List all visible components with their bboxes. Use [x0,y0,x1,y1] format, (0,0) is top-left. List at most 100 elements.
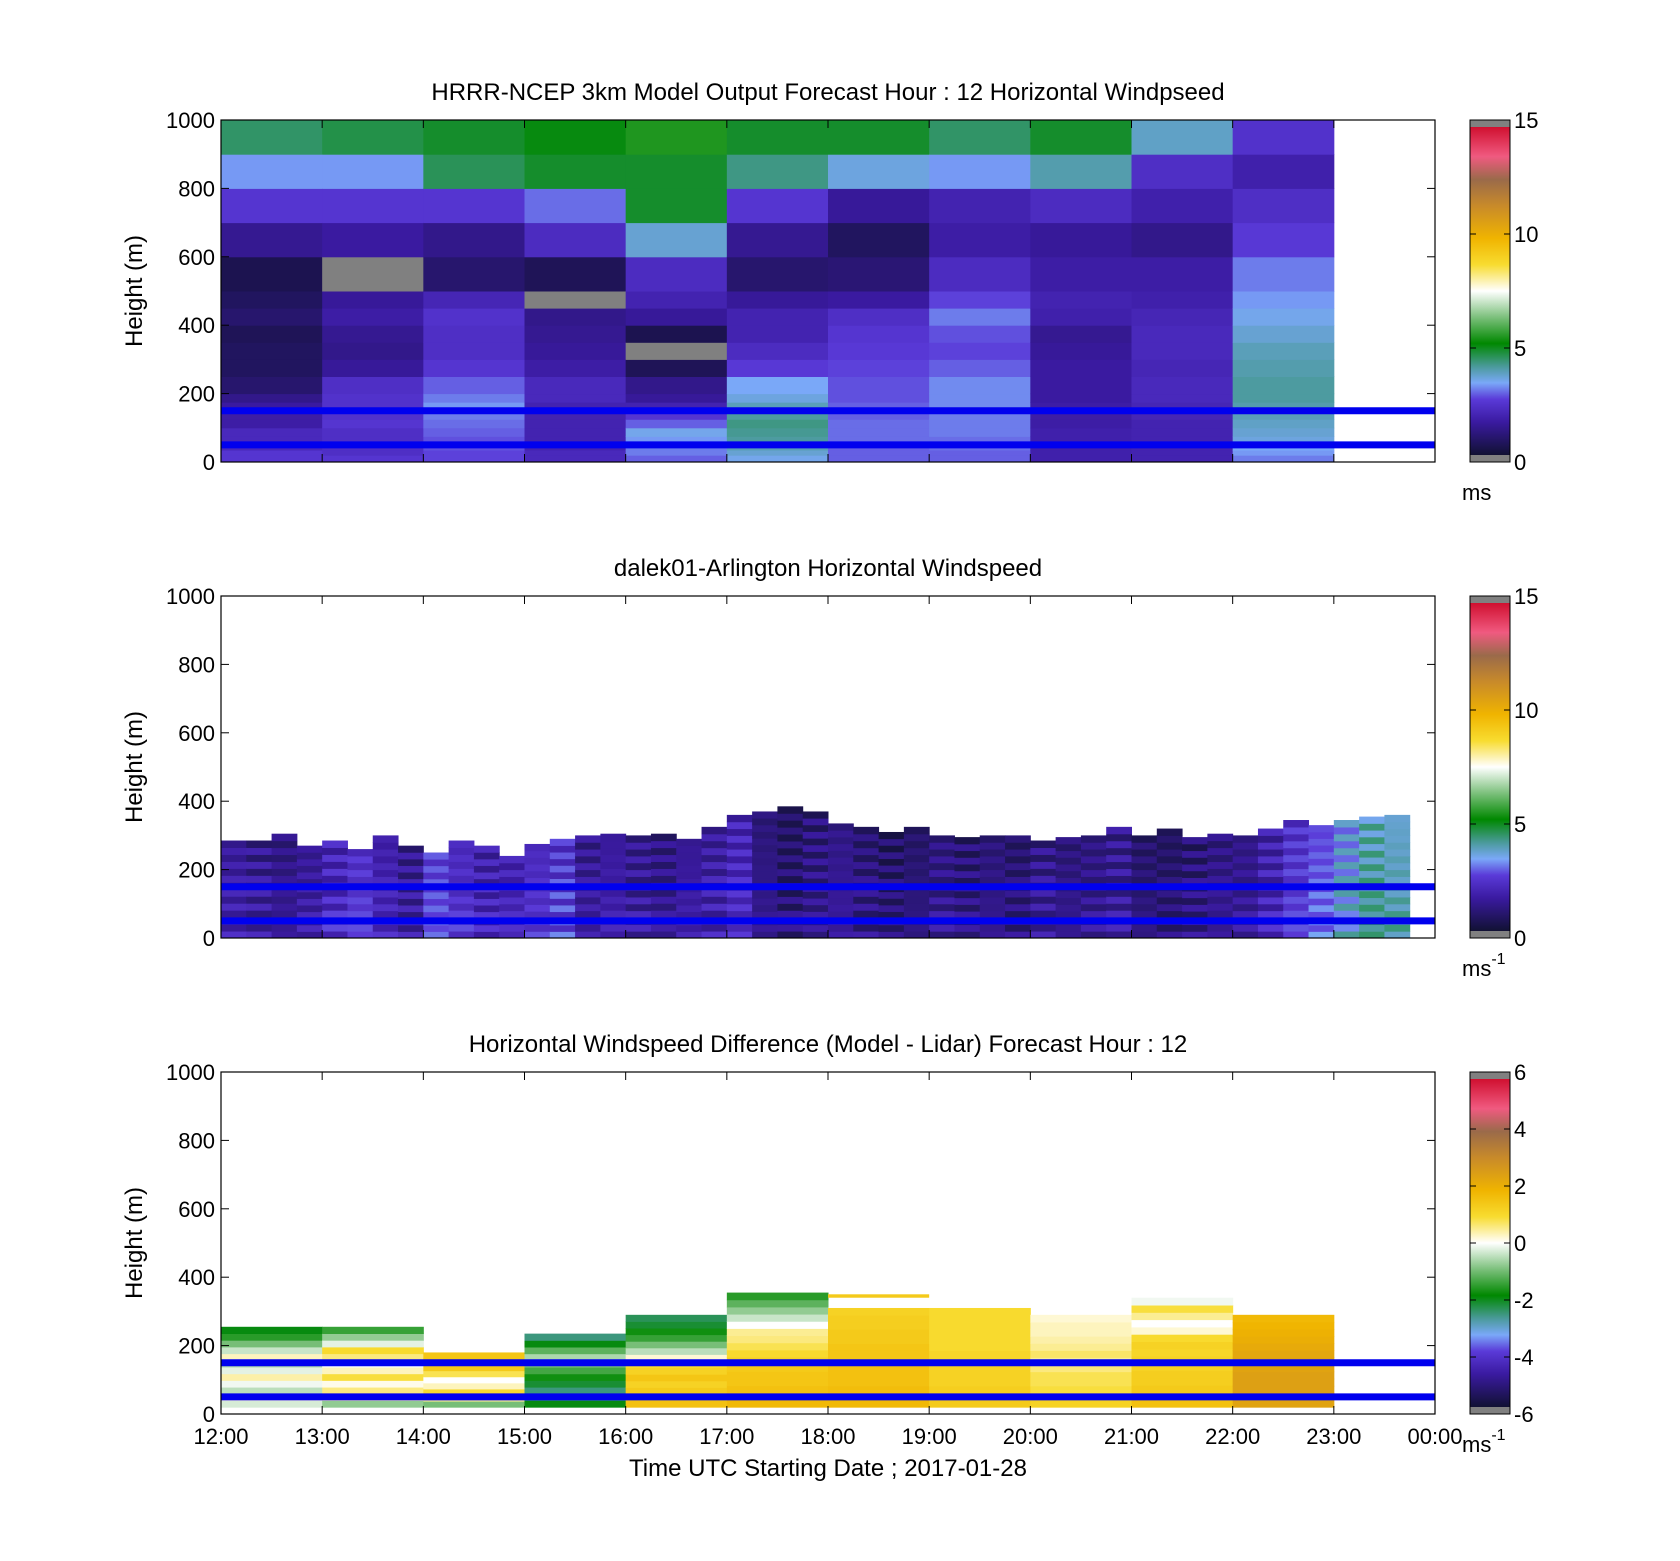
heatmap-cell [726,402,829,412]
heatmap-cell [676,931,703,939]
heatmap-cell [524,450,627,456]
heatmap-cell [1333,847,1360,856]
panel-title: dalek01-Arlington Horizontal Windspeed [614,555,1042,582]
heatmap-cell [347,903,374,912]
heatmap-cell [1333,854,1360,863]
heatmap-cell [221,1400,323,1408]
heatmap-cell [1131,450,1234,456]
heatmap-cell [903,833,930,842]
heatmap-cell [1207,931,1234,939]
x-tick-label: 15:00 [497,1424,552,1449]
heatmap-cell [929,427,1031,437]
heatmap-cell [650,854,677,863]
heatmap-cell [296,905,323,913]
heatmap-cell [1156,855,1183,864]
heatmap-cell [221,840,247,848]
heatmap-cell [372,896,399,905]
colorbar: -6 -4 -2 0 2 4 6 ms-1 [1462,1060,1534,1457]
y-tick-label: 0 [203,1402,215,1427]
heatmap-cell [423,450,525,456]
heatmap-cell [347,931,374,939]
heatmap-cell [676,904,703,913]
heatmap-cell [423,308,525,326]
heatmap-cell [473,845,500,853]
heatmap-cell [423,402,525,412]
heatmap-cell [1232,1314,1335,1323]
heatmap-cell [929,869,955,877]
heatmap-cell [1131,419,1234,429]
heatmap-cell [1106,833,1132,842]
heatmap-cell [1131,1326,1234,1335]
heatmap-cell [423,427,525,437]
heatmap-cell [726,393,829,403]
heatmap-cell [625,427,728,437]
y-tick-label: 200 [178,858,215,883]
heatmap-cell [701,854,728,863]
heatmap-cell [246,889,273,897]
heatmap-cell [979,931,1006,939]
heatmap-cell [726,835,753,843]
heatmap-cell [1131,1312,1234,1321]
heatmap-cell [423,911,450,919]
heatmap-cell [221,931,247,939]
heatmap-cell [853,854,880,863]
heatmap-cell [726,1292,829,1301]
heatmap-cell [1359,870,1385,878]
heatmap-cell [1333,820,1360,828]
heatmap-cell [625,1380,728,1388]
heatmap-cell [1207,924,1234,932]
heatmap-cell [1359,830,1385,838]
heatmap-cell [423,859,450,867]
heatmap-cell [271,875,298,883]
heatmap-cell [929,154,1031,189]
heatmap-cell [1359,924,1385,932]
heatmap-cell [600,931,627,939]
heatmap-cell [1308,845,1335,853]
heatmap-cell [676,852,703,860]
heatmap-cell [575,924,601,932]
heatmap-cell [271,840,298,849]
heatmap-cell [1156,849,1183,857]
heatmap-cell [1232,450,1335,456]
heatmap-cell [1207,903,1234,911]
heatmap-cell [549,838,576,846]
heatmap-cell [372,849,399,857]
heatmap-cell [1207,847,1234,856]
heatmap-cell [726,896,753,905]
heatmap-cell [777,910,804,918]
heatmap-cell [625,342,728,360]
heatmap-cell [878,911,905,919]
heatmap-cell [625,154,728,189]
heatmap-cell [549,924,576,932]
heatmap-cell [701,875,728,883]
heatmap-cell [1333,931,1360,939]
heatmap-cell [625,890,652,898]
heatmap-cell [1030,840,1057,848]
heatmap-cell [1080,869,1107,877]
colorbar-frame [1469,595,1511,939]
colorbar-unit-label: ms-1 [1462,951,1506,981]
heatmap-cell [221,1340,323,1348]
heatmap-cell [271,847,298,856]
heatmap-cell [701,903,728,911]
heatmap-cell [1005,862,1031,871]
heatmap-cell [372,931,399,939]
heatmap-cell [1384,931,1411,939]
heatmap-cell [1333,840,1360,849]
heatmap-cell [322,924,348,932]
heatmap-cell [1131,376,1234,395]
heatmap-cell [1333,910,1360,918]
heatmap-cell [1131,835,1158,843]
colorbar-over-cap [1470,596,1510,603]
heatmap-cell [1232,291,1335,309]
heatmap-cell [423,376,525,395]
heatmap-cell [549,871,576,879]
heatmap-cell [929,376,1031,395]
heatmap-cell [221,188,323,224]
heatmap-cell [499,855,525,864]
heatmap-cell [1308,858,1335,866]
heatmap-cell [600,833,627,842]
heatmap-cell [322,854,348,862]
heatmap-cell [322,896,348,904]
heatmap-cell [828,897,854,905]
